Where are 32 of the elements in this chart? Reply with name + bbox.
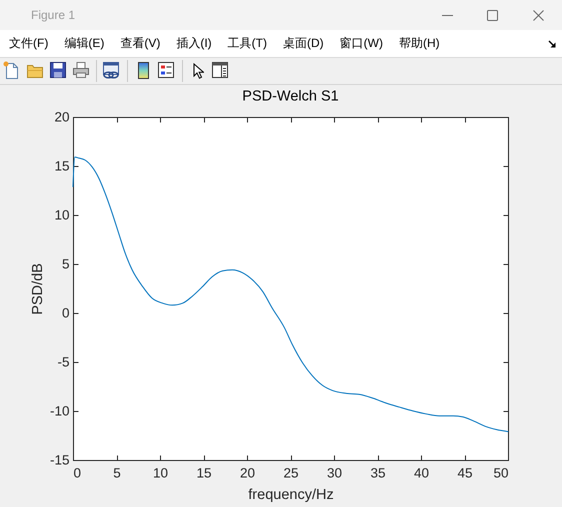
x-tick-label: 15: [196, 466, 212, 480]
y-tick-label: -15: [50, 452, 70, 468]
text: 文件(F): [9, 36, 48, 51]
x-tick-label: 25: [283, 466, 299, 480]
x-tick-label: 35: [370, 466, 386, 480]
y-tick-label: -10: [50, 404, 70, 418]
x-tick-label: 50: [493, 466, 508, 480]
x-axis-title: frequency/Hz: [248, 487, 334, 503]
text: 查看(V): [120, 36, 160, 51]
x-tick-label: 30: [326, 466, 342, 480]
text: 桌面(D): [282, 36, 324, 51]
text: 工具(T): [228, 36, 267, 51]
line-series: [72, 156, 508, 432]
text: 窗口(W): [340, 36, 383, 51]
y-tick-label: 5: [62, 256, 70, 272]
y-tick-label: 0: [62, 306, 70, 320]
y-tick-label: 15: [54, 158, 70, 174]
x-tick-label: 0: [74, 466, 82, 480]
x-tick-label: 10: [152, 466, 168, 480]
y-tick-label: 10: [54, 208, 70, 222]
y-tick-label: 20: [54, 110, 70, 124]
x-tick-label: 40: [414, 466, 430, 480]
chart-title: PSD-Welch S1: [242, 88, 339, 104]
caption: Figure 1: [31, 8, 76, 23]
x-tick-label: 5: [113, 466, 121, 480]
x-tick-label: 20: [240, 466, 256, 480]
text: 插入(I): [176, 36, 212, 51]
text: 编辑(E): [64, 36, 104, 51]
x-tick-label: 45: [457, 466, 473, 480]
text: 帮助(H): [398, 36, 440, 51]
y-tick-label: -5: [57, 354, 70, 370]
y-axis-title: PSD/dB: [30, 263, 46, 315]
